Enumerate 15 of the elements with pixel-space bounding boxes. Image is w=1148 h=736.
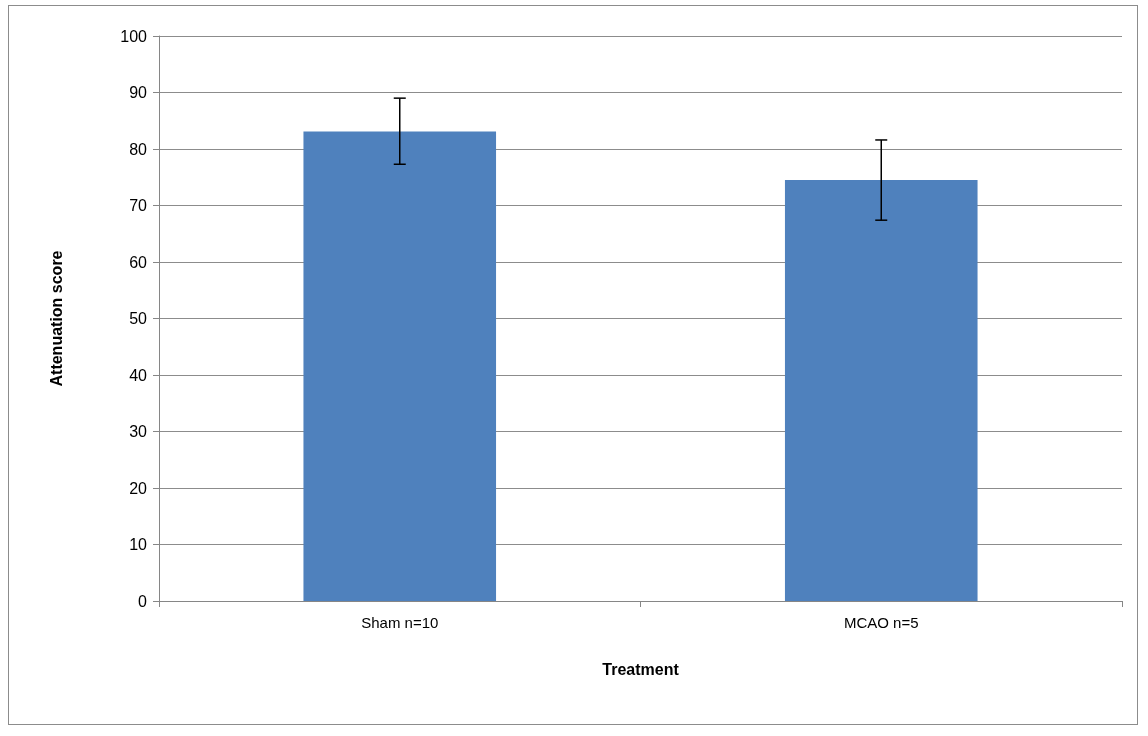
y-tick-label: 10: [129, 536, 148, 553]
y-tick-label: 80: [129, 140, 148, 158]
y-tick-label: 40: [129, 366, 148, 384]
y-tick-label: 100: [120, 27, 148, 45]
x-axis-title: Treatment: [602, 660, 680, 678]
y-tick-label: 30: [129, 423, 148, 440]
y-axis-title: Attenuation score: [47, 250, 65, 387]
y-tick-label: 90: [129, 84, 148, 101]
y-tick-label: 60: [129, 253, 148, 271]
x-tick-label: Sham n=10: [361, 614, 439, 631]
y-tick-label: 70: [129, 197, 148, 214]
y-tick-label: 20: [129, 479, 148, 497]
y-tick-label: 0: [138, 592, 148, 610]
y-tick-label: 50: [129, 310, 148, 327]
x-tick-label: MCAO n=5: [843, 614, 919, 631]
